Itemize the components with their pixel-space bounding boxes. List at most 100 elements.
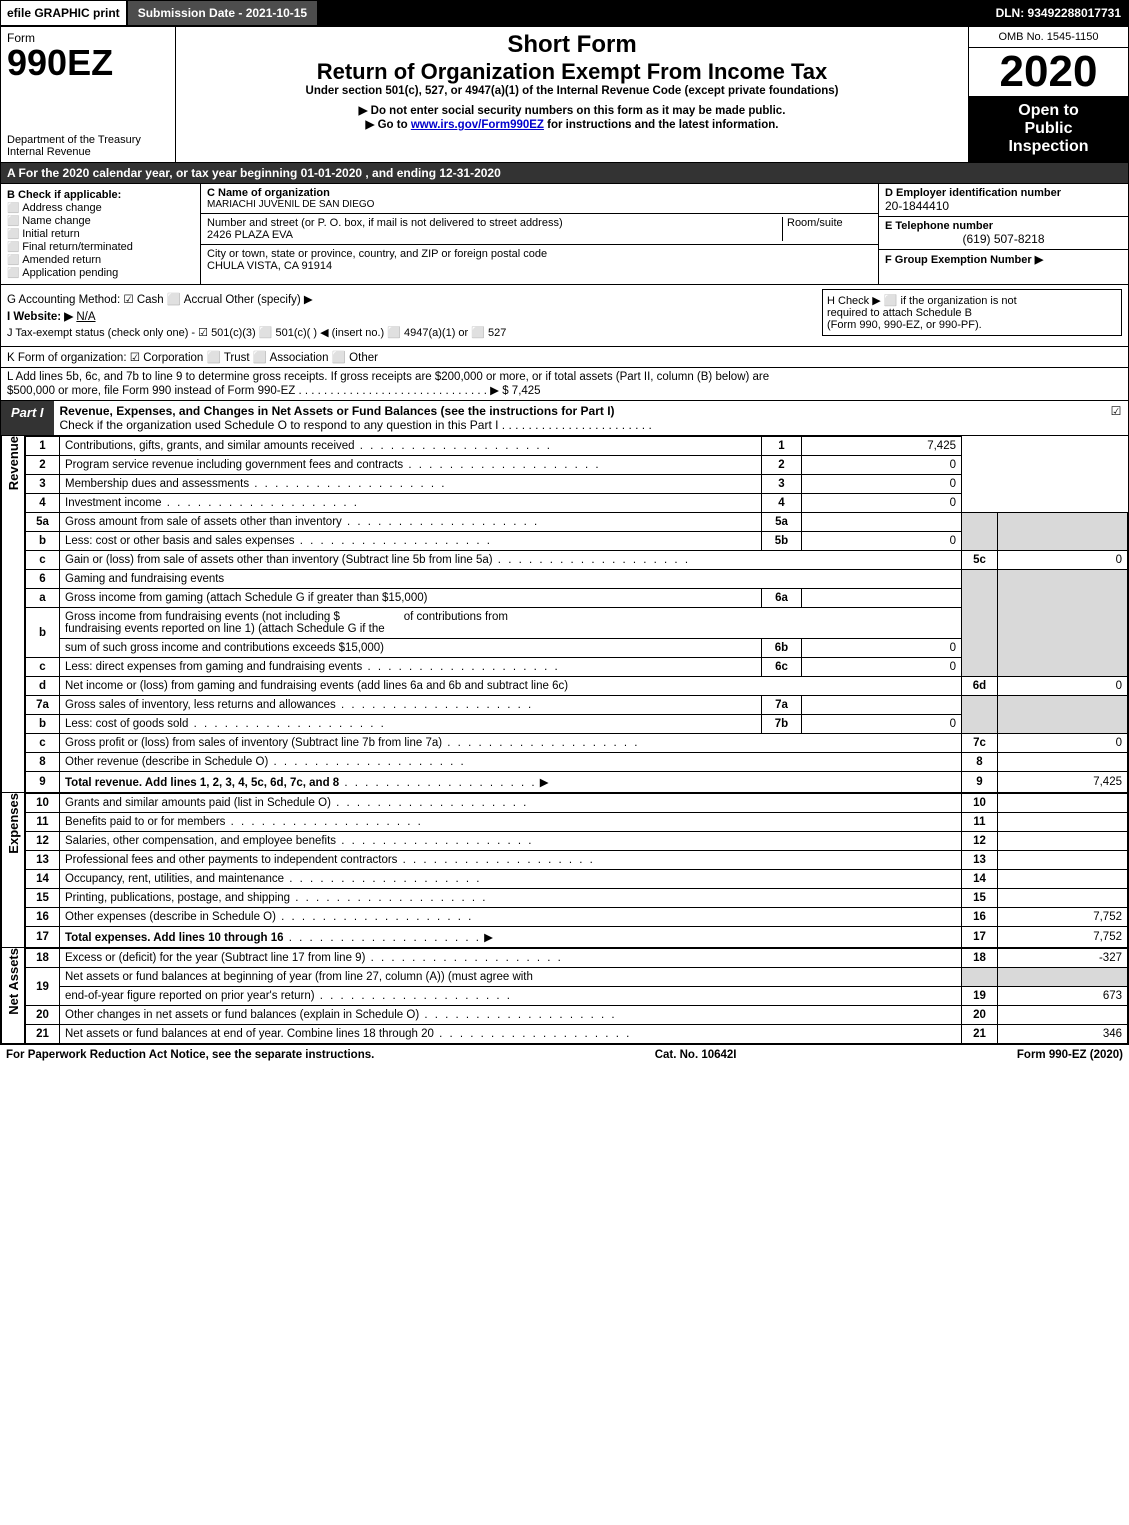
line-6a-desc: Gross income from gaming (attach Schedul… xyxy=(60,589,762,608)
net-assets-table: 18Excess or (deficit) for the year (Subt… xyxy=(25,948,1128,1044)
chk-initial-return[interactable]: Initial return xyxy=(7,228,194,240)
footer-catno: Cat. No. 10642I xyxy=(655,1049,737,1061)
ein-value: 20-1844410 xyxy=(885,199,1122,213)
c-name-label: C Name of organization xyxy=(207,187,872,199)
line-4-desc: Investment income xyxy=(60,494,762,513)
line-3-desc: Membership dues and assessments xyxy=(60,475,762,494)
line-1-value: 7,425 xyxy=(802,437,962,456)
line-6-desc: Gaming and fundraising events xyxy=(60,570,962,589)
return-title: Return of Organization Exempt From Incom… xyxy=(182,59,962,85)
line-14-desc: Occupancy, rent, utilities, and maintena… xyxy=(60,870,962,889)
line-16-desc: Other expenses (describe in Schedule O) xyxy=(60,908,962,927)
omb-number: OMB No. 1545-1150 xyxy=(969,27,1128,48)
line-17-desc: Total expenses. Add lines 10 through 16 xyxy=(60,927,962,948)
line-7c-desc: Gross profit or (loss) from sales of inv… xyxy=(60,734,962,753)
expenses-table: 10Grants and similar amounts paid (list … xyxy=(25,793,1128,948)
box-c: C Name of organization MARIACHI JUVENIL … xyxy=(201,184,878,284)
footer-form: Form 990-EZ (2020) xyxy=(1017,1049,1123,1061)
line-12-desc: Salaries, other compensation, and employ… xyxy=(60,832,962,851)
line-10-value xyxy=(998,794,1128,813)
chk-name-change[interactable]: Name change xyxy=(7,215,194,227)
submission-date-label: Submission Date - 2021-10-15 xyxy=(127,0,318,26)
line-16-value: 7,752 xyxy=(998,908,1128,927)
line-15-desc: Printing, publications, postage, and shi… xyxy=(60,889,962,908)
group-exemption-label: F Group Exemption Number ▶ xyxy=(885,253,1122,266)
footer-left: For Paperwork Reduction Act Notice, see … xyxy=(6,1049,374,1061)
line-5c-value: 0 xyxy=(998,551,1128,570)
line-18-value: -327 xyxy=(998,949,1128,968)
tax-year: 2020 xyxy=(969,48,1128,96)
phone-label: E Telephone number xyxy=(885,220,1122,232)
website-value: N/A xyxy=(76,311,95,323)
line-5c-desc: Gain or (loss) from sale of assets other… xyxy=(60,551,962,570)
chk-application-pending[interactable]: Application pending xyxy=(7,267,194,279)
dept-treasury: Department of the Treasury xyxy=(7,134,169,146)
chk-address-change[interactable]: Address change xyxy=(7,202,194,214)
line-18-desc: Excess or (deficit) for the year (Subtra… xyxy=(60,949,962,968)
top-bar: efile GRAPHIC print Submission Date - 20… xyxy=(0,0,1129,26)
bullet-goto: ▶ Go to www.irs.gov/Form990EZ for instru… xyxy=(182,117,962,131)
part-1-sub: Check if the organization used Schedule … xyxy=(60,418,652,432)
line-6b-sum: sum of such gross income and contributio… xyxy=(60,639,762,658)
room-suite-label: Room/suite xyxy=(782,217,872,241)
line-7a-desc: Gross sales of inventory, less returns a… xyxy=(60,696,762,715)
line-21-desc: Net assets or fund balances at end of ye… xyxy=(60,1025,962,1044)
line-17-value: 7,752 xyxy=(998,927,1128,948)
line-11-value xyxy=(998,813,1128,832)
box-b-title: B Check if applicable: xyxy=(7,189,194,201)
line-6b-desc: Gross income from fundraising events (no… xyxy=(60,608,962,639)
h-box: H Check ▶ ⬜ if the organization is not r… xyxy=(822,289,1122,336)
line-7b-desc: Less: cost of goods sold xyxy=(60,715,762,734)
line-12-value xyxy=(998,832,1128,851)
line-7c-value: 0 xyxy=(998,734,1128,753)
phone-value: (619) 507-8218 xyxy=(885,232,1122,246)
l-gross-receipts: L Add lines 5b, 6c, and 7b to line 9 to … xyxy=(0,368,1129,401)
line-2-value: 0 xyxy=(802,456,962,475)
line-2-desc: Program service revenue including govern… xyxy=(60,456,762,475)
line-14-value xyxy=(998,870,1128,889)
line-6c-desc: Less: direct expenses from gaming and fu… xyxy=(60,658,762,677)
form-code: 990EZ xyxy=(7,45,169,81)
line-19-desc: Net assets or fund balances at beginning… xyxy=(60,968,962,987)
line-5a-desc: Gross amount from sale of assets other t… xyxy=(60,513,762,532)
net-assets-side-label: Net Assets xyxy=(1,948,25,1044)
part-1-title: Revenue, Expenses, and Changes in Net As… xyxy=(60,404,615,418)
revenue-table: 1Contributions, gifts, grants, and simil… xyxy=(25,436,1128,793)
expenses-side-label: Expenses xyxy=(1,793,25,948)
open-to-public: Open to Public Inspection xyxy=(969,96,1128,162)
goto-post: for instructions and the latest informat… xyxy=(544,119,779,131)
chk-amended-return[interactable]: Amended return xyxy=(7,254,194,266)
dln-label: DLN: 93492288017731 xyxy=(988,0,1129,26)
line-19-desc2: end-of-year figure reported on prior yea… xyxy=(60,987,962,1006)
k-form-of-org: K Form of organization: ☑ Corporation ⬜ … xyxy=(0,347,1129,368)
chk-final-return[interactable]: Final return/terminated xyxy=(7,241,194,253)
line-10-desc: Grants and similar amounts paid (list in… xyxy=(60,794,962,813)
line-9-desc: Total revenue. Add lines 1, 2, 3, 4, 5c,… xyxy=(60,772,962,793)
part-1-checkbox[interactable]: ☑ xyxy=(1104,401,1128,435)
box-b: B Check if applicable: Address change Na… xyxy=(1,184,201,284)
part-1-header: Part I Revenue, Expenses, and Changes in… xyxy=(0,401,1129,436)
irs-link[interactable]: www.irs.gov/Form990EZ xyxy=(411,119,544,131)
page-footer: For Paperwork Reduction Act Notice, see … xyxy=(0,1044,1129,1065)
h-line2: required to attach Schedule B xyxy=(827,307,1117,319)
line-6d-desc: Net income or (loss) from gaming and fun… xyxy=(60,677,962,696)
box-d-e-f: D Employer identification number 20-1844… xyxy=(878,184,1128,284)
under-section: Under section 501(c), 527, or 4947(a)(1)… xyxy=(182,85,962,97)
street-value: 2426 PLAZA EVA xyxy=(207,229,782,241)
line-13-value xyxy=(998,851,1128,870)
efile-print-label[interactable]: efile GRAPHIC print xyxy=(0,0,127,26)
part-1-tab: Part I xyxy=(1,401,54,435)
line-5b-desc: Less: cost or other basis and sales expe… xyxy=(60,532,762,551)
org-identity-block: B Check if applicable: Address change Na… xyxy=(0,184,1129,285)
line-21-value: 346 xyxy=(998,1025,1128,1044)
line-13-desc: Professional fees and other payments to … xyxy=(60,851,962,870)
line-4-value: 0 xyxy=(802,494,962,513)
line-11-desc: Benefits paid to or for members xyxy=(60,813,962,832)
goto-pre: ▶ Go to xyxy=(366,119,411,131)
line-3-value: 0 xyxy=(802,475,962,494)
line-8-desc: Other revenue (describe in Schedule O) xyxy=(60,753,962,772)
city-value: CHULA VISTA, CA 91914 xyxy=(207,260,872,272)
h-line1: H Check ▶ ⬜ if the organization is not xyxy=(827,294,1117,307)
short-form-title: Short Form xyxy=(182,31,962,59)
line-20-value xyxy=(998,1006,1128,1025)
